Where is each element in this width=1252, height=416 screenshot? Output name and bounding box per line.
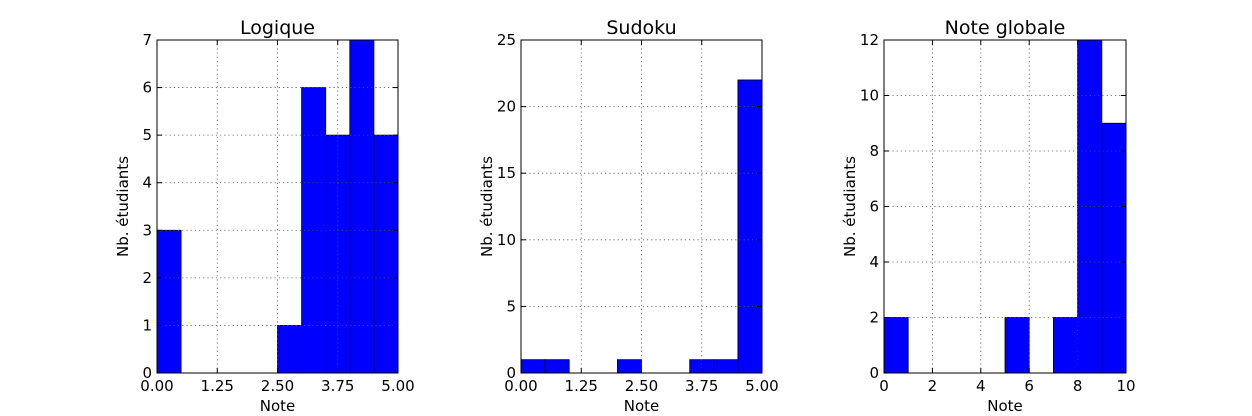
y-axis-label: Nb. étudiants (841, 156, 859, 257)
x-tick-label: 1.25 (565, 377, 598, 395)
y-tick-label: 1 (142, 316, 152, 334)
bar (373, 134, 399, 374)
bar (1053, 317, 1079, 374)
y-axis-label: Nb. étudiants (478, 156, 496, 257)
y-tick-label: 4 (142, 174, 152, 192)
y-axis-label: Nb. étudiants (114, 156, 132, 257)
x-tick-label: 0.00 (140, 377, 173, 395)
y-tick-label: 25 (497, 31, 516, 49)
y-tick-label: 2 (142, 269, 152, 287)
bar (349, 39, 375, 374)
bar (713, 359, 739, 374)
x-axis-label: Note (987, 397, 1023, 415)
x-tick-label: 2 (928, 377, 938, 395)
bar (1004, 317, 1030, 374)
x-tick-label: 2.50 (625, 377, 658, 395)
chart-title: Note globale (945, 17, 1066, 39)
x-tick-label: 1.25 (201, 377, 234, 395)
chart-panel-1: 0.00 1.25 2.50 3.75 5.00 0 1 2 3 4 5 6 7 Logique Note N… (114, 17, 415, 415)
chart-panel-2: 0.00 1.25 2.50 3.75 5.00 0 5 10 15 20 25 Sudoku Note… (478, 17, 779, 415)
x-tick-label: 0 (879, 377, 889, 395)
x-tick-label: 3.75 (685, 377, 718, 395)
x-tick-label: 2.50 (261, 377, 294, 395)
x-tick-label: 10 (1116, 377, 1135, 395)
x-tick-label: 8 (1073, 377, 1083, 395)
x-tick-label: 3.75 (321, 377, 354, 395)
y-tick-label: 0 (506, 364, 516, 382)
bar (301, 87, 327, 374)
x-tick-label: 0.00 (504, 377, 537, 395)
x-tick-label: 5.00 (745, 377, 778, 395)
chart-title: Logique (240, 17, 315, 39)
bar (156, 229, 182, 374)
y-tick-label: 10 (497, 231, 516, 249)
y-tick-label: 15 (497, 164, 516, 182)
y-tick-label: 5 (506, 297, 516, 315)
x-axis-label: Note (624, 397, 660, 415)
bar (883, 317, 909, 374)
bar (1077, 39, 1103, 374)
y-tick-label: 4 (869, 253, 879, 271)
bar (520, 359, 546, 374)
plot-frame (520, 39, 763, 374)
bar (1101, 122, 1127, 374)
x-tick-label: 6 (1024, 377, 1034, 395)
y-tick-label: 10 (860, 87, 879, 105)
bar (737, 79, 763, 374)
y-tick-label: 0 (142, 364, 152, 382)
y-tick-label: 2 (869, 309, 879, 327)
chart-panel-3: 0 2 4 6 8 10 0 2 4 6 8 10 12 Note globale Note Nb. étud… (841, 17, 1136, 415)
y-tick-label: 6 (869, 198, 879, 216)
y-tick-label: 6 (142, 79, 152, 97)
x-tick-label: 4 (976, 377, 986, 395)
y-tick-label: 3 (142, 221, 152, 239)
bar (617, 359, 642, 374)
y-tick-label: 7 (142, 31, 152, 49)
bar (544, 359, 570, 374)
y-tick-label: 20 (497, 98, 516, 116)
x-axis-label: Note (260, 397, 296, 415)
y-tick-label: 8 (869, 142, 879, 160)
chart-title: Sudoku (606, 17, 676, 39)
x-tick-label: 5.00 (381, 377, 414, 395)
y-tick-label: 0 (869, 364, 879, 382)
bar (277, 325, 303, 374)
y-tick-label: 5 (142, 126, 152, 144)
y-tick-label: 12 (860, 31, 879, 49)
